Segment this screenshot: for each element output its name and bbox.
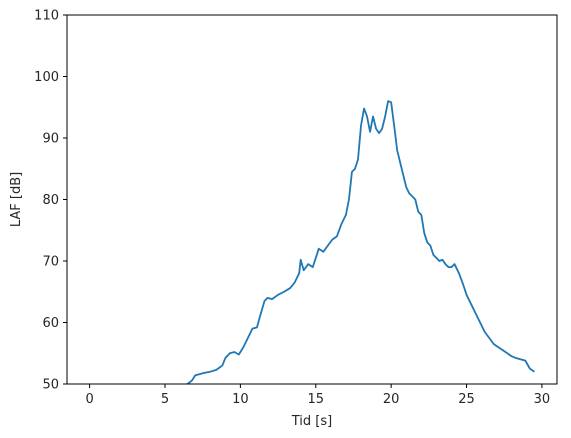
y-tick-label: 110 — [34, 9, 59, 24]
plot-frame — [66, 14, 558, 385]
y-tick-label: 100 — [34, 70, 59, 85]
y-tick-label: 70 — [42, 255, 59, 270]
x-tick-label: 30 — [534, 392, 551, 407]
x-tick-label: 10 — [232, 392, 249, 407]
x-tick-label: 15 — [307, 392, 324, 407]
y-tick-label: 50 — [42, 378, 59, 393]
y-tick-label: 90 — [42, 132, 59, 147]
x-tick-label: 20 — [383, 392, 400, 407]
x-tick-label: 0 — [85, 392, 93, 407]
y-tick-label: 60 — [42, 316, 59, 331]
y-axis-label: LAF [dB] — [9, 172, 24, 227]
y-tick-label: 80 — [42, 193, 59, 208]
series-line-0 — [184, 100, 535, 384]
plot-layer — [184, 100, 535, 384]
ticks-layer: 0 5 10 15 20 25 30 50 60 70 80 90 100 110 — [34, 9, 550, 408]
x-tick-label: 5 — [161, 392, 169, 407]
x-axis-label: Tid [s] — [291, 414, 332, 429]
x-tick-label: 25 — [458, 392, 475, 407]
